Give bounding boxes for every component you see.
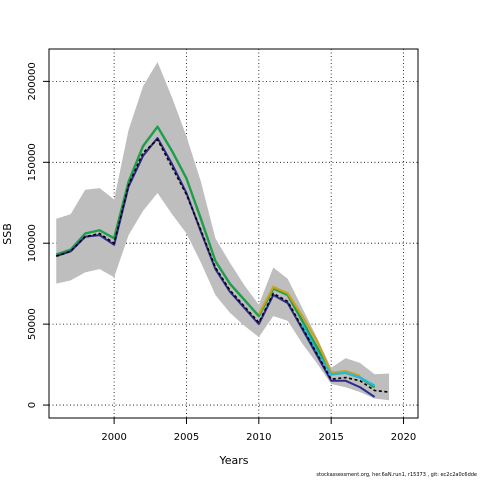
series-lines: [55, 125, 390, 398]
x-tick-label: 2000: [101, 432, 126, 443]
series-line-1: [257, 285, 361, 377]
series-line-2: [301, 323, 376, 387]
x-axis-title: Years: [218, 454, 248, 467]
x-tick-label: 2010: [246, 432, 271, 443]
y-axis: 0 50000 100000 150000 200000: [27, 62, 49, 408]
y-tick-label: 150000: [27, 143, 38, 181]
confidence-band: [56, 61, 390, 401]
y-tick-label: 0: [27, 402, 38, 408]
x-tick-label: 2020: [391, 432, 416, 443]
x-axis: 2000 2005 2010 2015 2020: [101, 418, 416, 443]
y-tick-label: 100000: [27, 224, 38, 262]
series-line-0: [55, 125, 376, 389]
y-axis-title: SSB: [1, 223, 14, 245]
plot-frame: [48, 48, 419, 419]
series-line-4: [55, 138, 390, 393]
y-tick-label: 50000: [27, 308, 38, 340]
footer-caption: stockassessment.org, her.6aN.run1, r1537…: [316, 472, 477, 478]
x-tick-label: 2005: [174, 432, 199, 443]
x-tick-label: 2015: [318, 432, 343, 443]
y-tick-label: 200000: [27, 62, 38, 100]
